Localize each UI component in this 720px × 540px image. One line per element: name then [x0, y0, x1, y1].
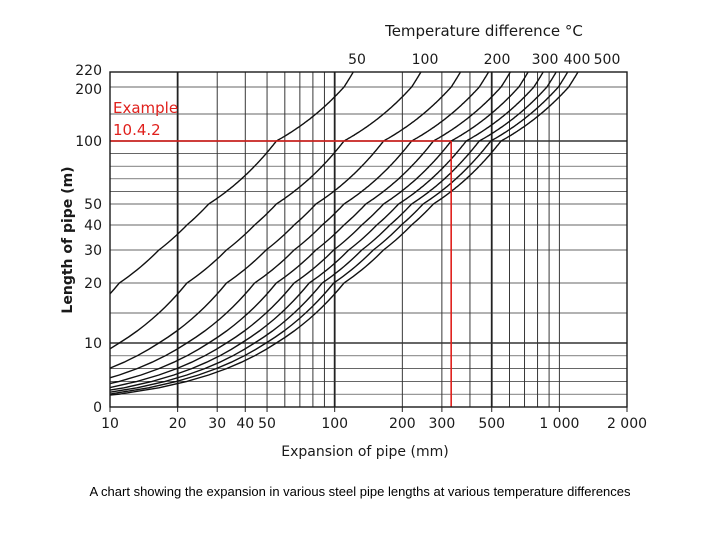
x-tick-label: 50 [258, 416, 276, 432]
x-tick-label: 20 [169, 416, 187, 432]
series-line [110, 72, 569, 395]
series-line [110, 72, 422, 350]
x-tick-labels: 10 20 30 40 50 100 200 300 500 1 000 2 000 [101, 407, 647, 432]
x-tick-label: 200 [389, 416, 416, 432]
expansion-chart: Example 10.4.2 10 20 30 40 50 100 200 300 500 1 0… [60, 22, 647, 460]
x-tick-label: 40 [236, 416, 254, 432]
x-tick-label: 500 [478, 416, 505, 432]
y-tick-label: 30 [84, 243, 102, 259]
series-line [110, 72, 557, 393]
top-axis-label: 300 [532, 52, 559, 68]
example-label: Example [113, 99, 178, 117]
y-tick-label: 220 [75, 63, 102, 79]
x-tick-label: 300 [429, 416, 456, 432]
series-line [110, 72, 490, 379]
example-number: 10.4.2 [113, 121, 161, 139]
series-line [110, 72, 529, 389]
top-axis-label: 100 [412, 52, 439, 68]
figure-caption: A chart showing the expansion in various… [89, 484, 631, 499]
series-lines [110, 72, 579, 396]
y-tick-label: 200 [75, 82, 102, 98]
top-axis-label: 200 [484, 52, 511, 68]
x-axis-label: Expansion of pipe (mm) [281, 444, 448, 460]
top-axis-label: 400 [564, 52, 591, 68]
y-tick-label: 10 [84, 336, 102, 352]
vertical-gridlines [176, 72, 560, 407]
series-line [110, 72, 462, 369]
y-tick-label: 20 [84, 276, 102, 292]
top-axis-labels: 50 100 200 300 400 500 [348, 52, 620, 68]
series-line [110, 72, 354, 295]
y-tick-label: 100 [75, 134, 102, 150]
y-tick-label: 50 [84, 197, 102, 213]
x-tick-label: 1 000 [539, 416, 579, 432]
x-tick-label: 10 [101, 416, 119, 432]
series-line [110, 72, 544, 391]
x-tick-label: 30 [208, 416, 226, 432]
x-tick-label: 2 000 [607, 416, 647, 432]
series-line [110, 72, 579, 396]
plot-frame [109, 71, 628, 408]
top-axis-label: 500 [594, 52, 621, 68]
y-axis-label: Length of pipe (m) [60, 166, 76, 313]
x-tick-label: 100 [321, 416, 348, 432]
series-line [110, 72, 511, 385]
top-axis-label: 50 [348, 52, 366, 68]
example-annotation: Example 10.4.2 [110, 99, 452, 407]
y-tick-label: 40 [84, 218, 102, 234]
y-tick-labels: 0 10 20 30 40 50 100 200 220 [75, 63, 102, 416]
y-tick-label: 0 [93, 400, 102, 416]
chart-title: Temperature difference °C [384, 22, 583, 40]
